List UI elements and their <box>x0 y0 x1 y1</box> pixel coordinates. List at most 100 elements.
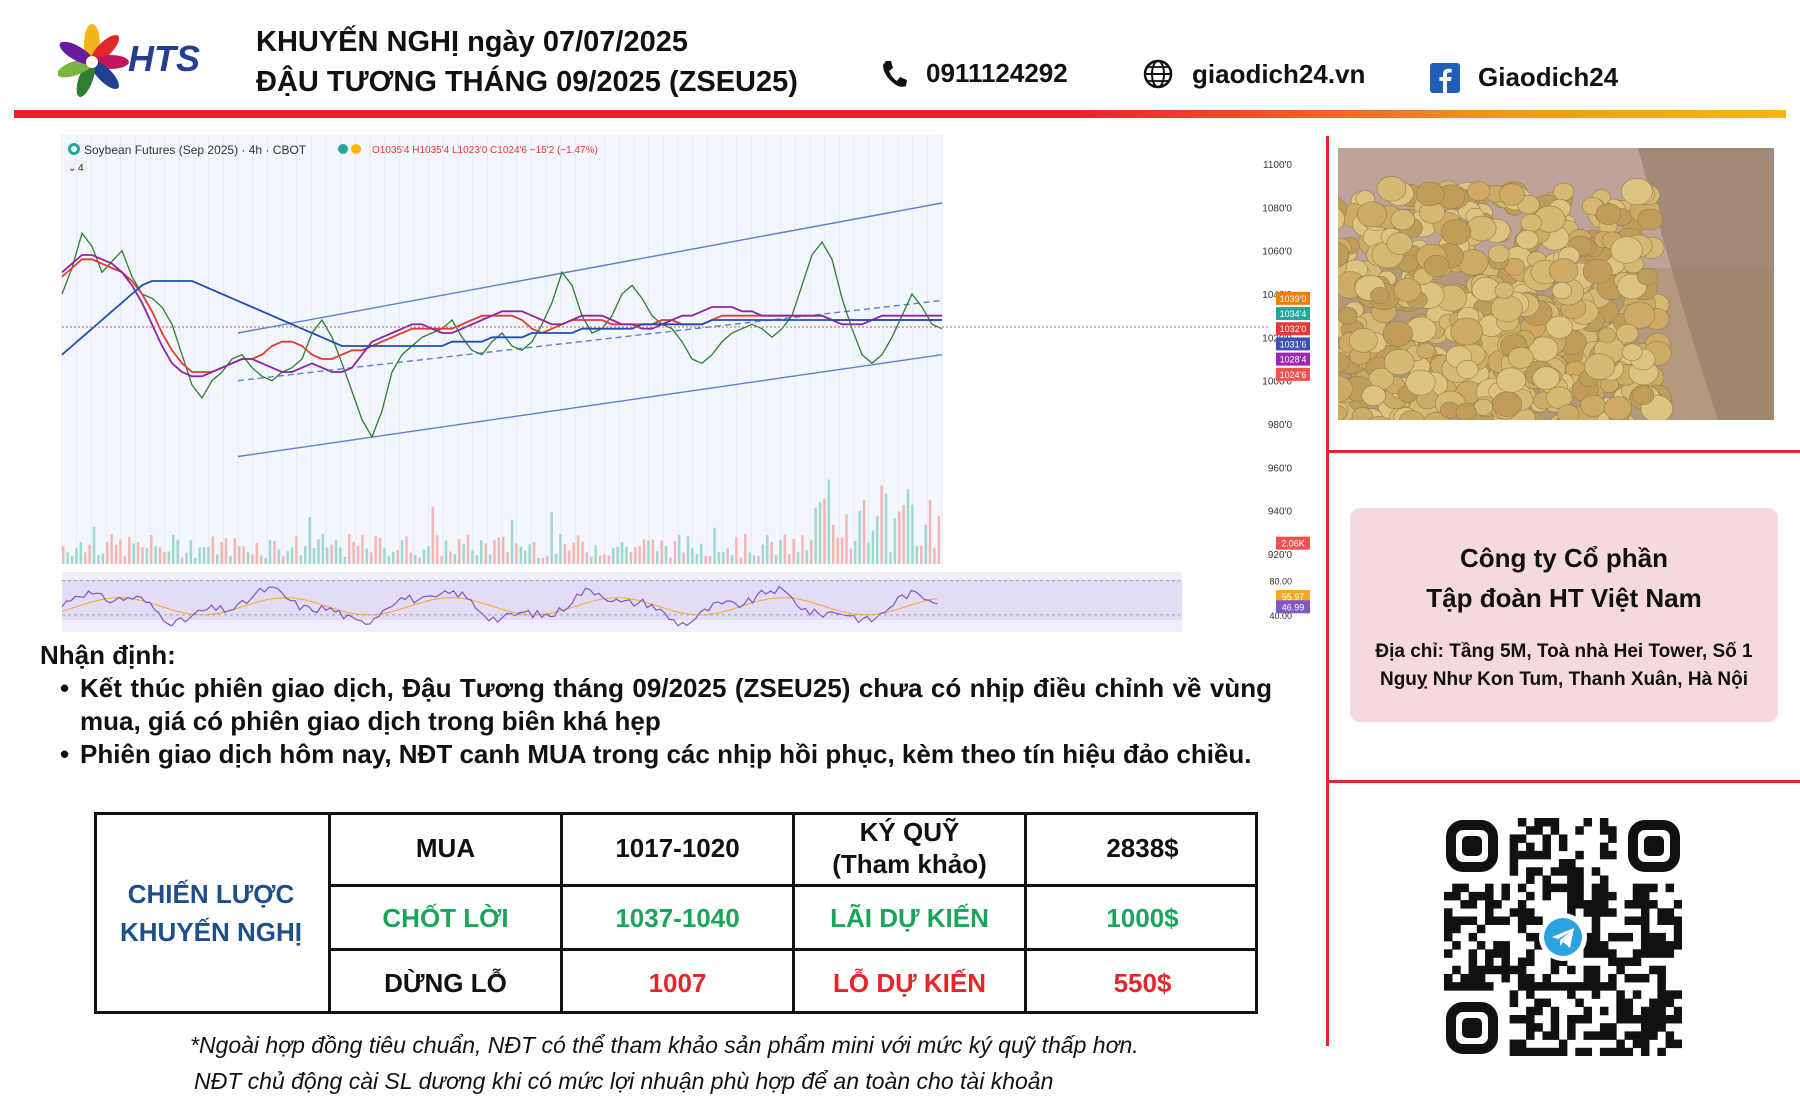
qr-module <box>1526 891 1535 901</box>
soybean <box>1383 349 1415 376</box>
volume-bar <box>198 547 201 564</box>
volume-bar <box>915 546 919 564</box>
qr-module <box>1591 916 1601 925</box>
volume-bar <box>563 544 567 564</box>
qr-module <box>1632 990 1642 999</box>
qr-module <box>1517 973 1527 983</box>
title-line-date: KHUYẾN NGHỊ ngày 07/07/2025 <box>256 26 688 58</box>
analysis-list: Kết thúc phiên giao dịch, Đậu Tương thán… <box>60 672 1272 771</box>
qr-module <box>1485 916 1494 925</box>
volume-bar <box>849 548 853 564</box>
qr-module <box>1452 965 1461 975</box>
volume-bar <box>299 555 303 564</box>
qr-module <box>1485 883 1494 893</box>
volume-bar <box>647 540 650 564</box>
volume-bar <box>229 556 232 564</box>
ohlc-readout: O1035'4 H1035'4 L1023'0 C1024'6 −15'2 (−… <box>372 145 598 156</box>
soybean <box>1390 209 1416 231</box>
qr-module <box>1640 932 1650 942</box>
soybean <box>1584 353 1616 380</box>
qr-module <box>1542 818 1551 827</box>
qr-module <box>1583 900 1593 909</box>
soybean <box>1545 315 1573 339</box>
volume-bar <box>462 543 465 564</box>
qr-module <box>1444 949 1453 958</box>
volume-bar <box>594 545 597 564</box>
chart-canvas: 1100'01080'01060'01040'01020'01000'0980'… <box>60 134 1318 634</box>
price-tag-label: 1028'4 <box>1280 355 1307 365</box>
qr-module <box>1567 1031 1576 1040</box>
website-contact[interactable]: giaodich24.vn <box>1142 58 1365 90</box>
strategy-label-line2: KHUYẾN NGHỊ <box>119 917 302 947</box>
volume-bar <box>431 506 435 564</box>
volume-bar <box>634 546 637 564</box>
volume-bar <box>906 489 910 564</box>
qr-module <box>1542 834 1551 843</box>
price-tag-label: 1039'0 <box>1280 294 1307 304</box>
volume-bar <box>660 540 663 564</box>
soybean <box>1382 320 1413 347</box>
qr-module <box>1591 908 1601 917</box>
qr-module <box>1542 1047 1551 1057</box>
volume-bar <box>748 552 751 564</box>
soybean <box>1636 267 1658 286</box>
volume-bar <box>832 524 835 564</box>
phone-contact[interactable]: 0911124292 <box>880 58 1068 89</box>
qr-module <box>1509 1014 1519 1024</box>
soybean <box>1467 181 1491 201</box>
qr-module <box>1550 883 1560 893</box>
qr-module <box>1501 891 1510 901</box>
strategy-label: CHIẾN LƯỢC KHUYẾN NGHỊ <box>94 812 328 1014</box>
qr-module <box>1517 908 1527 917</box>
qr-module <box>1657 1023 1666 1032</box>
soybean <box>1338 405 1347 420</box>
indicators-collapse-button[interactable] <box>64 160 86 174</box>
soybean <box>1456 360 1479 379</box>
volume-bar <box>708 555 712 564</box>
market-open-icon <box>338 144 348 154</box>
volume-bar <box>717 552 721 564</box>
qr-module <box>1599 1047 1609 1057</box>
volume-bar <box>502 536 505 564</box>
soybean <box>1621 343 1643 361</box>
volume-bar <box>581 541 584 564</box>
volume-bar <box>735 537 738 564</box>
volume-bar <box>928 499 932 564</box>
qr-module <box>1452 982 1461 991</box>
volume-bar <box>678 534 681 564</box>
volume-bar <box>541 557 545 564</box>
qr-module <box>1608 1023 1617 1032</box>
volume-bar <box>484 543 487 564</box>
volume-bar <box>827 479 831 564</box>
volume-bar <box>911 504 914 564</box>
facebook-contact[interactable]: Giaodich24 <box>1430 62 1618 93</box>
volume-bar <box>141 547 144 564</box>
soybean <box>1405 369 1436 396</box>
volume-bar <box>673 541 677 564</box>
volume-bar <box>224 538 228 564</box>
qr-module <box>1632 900 1642 909</box>
qr-module <box>1632 891 1642 901</box>
volume-bar <box>805 550 809 564</box>
qr-module <box>1550 1006 1560 1016</box>
qr-module <box>1599 883 1609 893</box>
qr-module <box>1501 949 1510 958</box>
qr-module <box>1452 924 1461 934</box>
qr-module <box>1517 1039 1527 1049</box>
qr-module <box>1526 850 1535 860</box>
qr-module <box>1599 1006 1609 1016</box>
price-chart: 1100'01080'01060'01040'01020'01000'0980'… <box>60 134 1318 634</box>
price-tag <box>1276 352 1310 366</box>
qr-module <box>1608 957 1617 967</box>
qr-module <box>1583 965 1593 975</box>
volume-bar <box>801 535 804 564</box>
website-link[interactable]: giaodich24.vn <box>1192 58 1366 89</box>
volume-bar <box>246 552 250 564</box>
rsi-tag-label: 46.99 <box>1282 602 1305 612</box>
volume-bar <box>493 539 496 564</box>
y-tick-label: 920'0 <box>1268 550 1293 561</box>
telegram-qr-code[interactable] <box>1444 818 1683 1057</box>
qr-module <box>1550 1031 1560 1040</box>
qr-module <box>1452 883 1461 893</box>
facebook-page[interactable]: Giaodich24 <box>1478 62 1619 92</box>
